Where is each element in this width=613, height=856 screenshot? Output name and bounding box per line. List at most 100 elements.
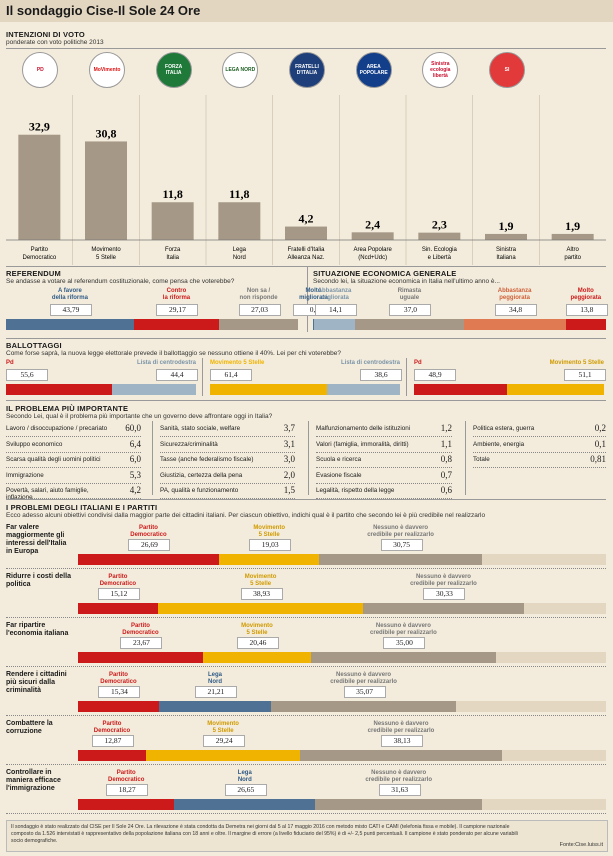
issue-bar-segment <box>174 799 316 810</box>
lega-nord-logo: LEGA NORD <box>222 52 259 88</box>
problem-row-rule <box>160 451 295 453</box>
problem-value: 1,1 <box>440 438 452 449</box>
ballottaggio-left-name: Pd <box>414 360 422 366</box>
vote-category-label: Italia <box>166 255 179 261</box>
issue-bar-segment <box>145 750 301 761</box>
ballottaggio-left-name: Movimento 5 Stelle <box>210 360 265 366</box>
issue-party-label: Nessuno è davvero credibile per realizzar… <box>370 623 437 636</box>
problem-label: Sanità, stato sociale, welfare <box>160 425 241 432</box>
referendum-label: Contro la riforma <box>162 288 191 301</box>
problem-label: Immigrazione <box>6 471 44 479</box>
vote-category-label: Partito <box>31 247 49 253</box>
issue-party-label: Nessuno è davvero credibile per realizzar… <box>410 574 477 587</box>
problem-value: 0,6 <box>440 485 452 495</box>
problem-value: 6,4 <box>129 438 141 449</box>
fratelli-italia-logo: FRATELLI D'ITALIA <box>289 52 325 88</box>
issue-value: 15,12 <box>97 588 140 600</box>
referendum-label: Non sa / non risponde <box>239 288 278 301</box>
economy-label: Molto migliorata <box>299 288 328 301</box>
area-popolare-logo: AREA POPOLARE <box>355 52 392 88</box>
issue-row-rule <box>6 617 606 618</box>
problem-value: 1,5 <box>283 485 295 495</box>
problem-row-rule <box>6 436 141 437</box>
problem-value: 0,81 <box>590 454 606 464</box>
vote-category-label: Area Popolare <box>353 247 392 253</box>
vote-value-label: 32,9 <box>29 120 50 134</box>
m5s-logo: MoVimento <box>89 52 125 88</box>
problem-value: 6,0 <box>129 454 141 464</box>
problems-column-divider <box>152 421 153 495</box>
vote-bar <box>218 202 261 240</box>
issue-bar-segment <box>311 652 496 663</box>
vote-value-label: 11,8 <box>229 187 249 201</box>
issue-bar-segment <box>315 799 483 810</box>
vote-category-label: Lega <box>233 247 247 253</box>
economy-subtitle: Secondo lei, la situazione economica in … <box>313 278 500 285</box>
issue-party-label: Partito Democratico <box>93 721 131 734</box>
problem-label: Valori (famiglia, immoralità, diritti) <box>316 440 409 448</box>
vote-bar <box>551 233 594 240</box>
vote-value-label: 11,8 <box>162 187 182 201</box>
issue-bar-segment <box>78 750 146 761</box>
issue-bar-segment <box>319 554 482 565</box>
vote-title: INTENZIONI DI VOTO <box>6 30 85 39</box>
problem-value: 5,3 <box>129 469 141 480</box>
issue-bar-segment <box>78 652 203 663</box>
economy-label: Rimasta uguale <box>397 288 422 301</box>
problem-label: Evasione fiscale <box>316 471 362 479</box>
sinistra-italiana-logo: SI <box>489 52 525 88</box>
issue-bar-segment <box>300 750 502 761</box>
issue-label: Far ripartire l'economia italiana <box>6 622 69 637</box>
vote-bar <box>485 233 527 240</box>
issue-value: 30,33 <box>423 588 466 600</box>
problems-column-divider <box>465 421 466 495</box>
problem-value: 3,1 <box>283 438 295 449</box>
ballottaggio-right-value: 38,6 <box>360 369 402 381</box>
issue-bar-segment <box>270 701 457 712</box>
problem-label: Legalità, rispetto della legge <box>316 487 395 494</box>
vote-value-label: 2,3 <box>432 218 447 232</box>
economy-label: Abbastanza migliorata <box>317 288 352 301</box>
issue-bar-segment <box>78 603 158 614</box>
vote-value-label: 30,8 <box>96 126 117 140</box>
issue-value: 26,69 <box>128 539 171 551</box>
ballottaggio-divider <box>202 358 203 396</box>
issue-value: 38,93 <box>240 588 283 600</box>
issue-value: 15,34 <box>98 686 141 698</box>
problem-label: Sicurezza/criminalità <box>160 440 218 448</box>
ballottaggio-left-bar <box>414 384 507 395</box>
issues-subtitle: Ecco adesso alcuni obiettivi condivisi d… <box>6 512 486 519</box>
problem-row-rule <box>6 498 141 499</box>
issue-party-label: Partito Democratico <box>130 525 167 538</box>
ballottaggi-subtitle: Come forse saprà, la nuova legge elettor… <box>6 350 341 357</box>
issue-row-rule <box>6 568 606 569</box>
economy-title: SITUAZIONE ECONOMICA GENERALE <box>313 269 457 278</box>
problem-value: 3,7 <box>283 423 295 433</box>
economy-value: 34,8 <box>494 304 537 316</box>
problem-label: Giustizia, certezza della pena <box>160 471 243 479</box>
issues-title: I PROBLEMI DEGLI ITALIANI E I PARTITI <box>6 503 158 512</box>
problem-value: 0,8 <box>440 454 452 464</box>
issue-party-label: Lega Nord <box>237 770 252 783</box>
economy-bar-segment <box>313 319 356 330</box>
problem-value: 2,0 <box>283 469 295 480</box>
economy-value: 37,0 <box>389 304 432 316</box>
problems-column-divider <box>308 421 309 495</box>
problem-row-rule <box>316 467 452 468</box>
vote-category-label: Nord <box>233 255 246 261</box>
problem-row-rule <box>316 498 452 499</box>
ballottaggio-right-bar <box>506 384 604 395</box>
economy-value: 13,8 <box>565 304 608 316</box>
referendum-subtitle: Se andasse a votare al referendum costit… <box>6 278 235 285</box>
problems-divider <box>6 400 606 401</box>
problem-label: Scarsa qualità degli uomini politici <box>6 456 101 463</box>
issue-bar-segment <box>218 554 320 565</box>
problem-row-rule <box>6 482 141 484</box>
issue-value: 21,21 <box>194 686 237 698</box>
problem-label: Politica estera, guerra <box>473 425 535 432</box>
problem-label: Sviluppo economico <box>6 440 63 448</box>
vote-category-label: Movimento <box>91 247 121 253</box>
problems-title: IL PROBLEMA PIÙ IMPORTANTE <box>6 404 129 413</box>
problem-value: 1,2 <box>440 423 452 433</box>
vote-bar <box>351 232 394 240</box>
